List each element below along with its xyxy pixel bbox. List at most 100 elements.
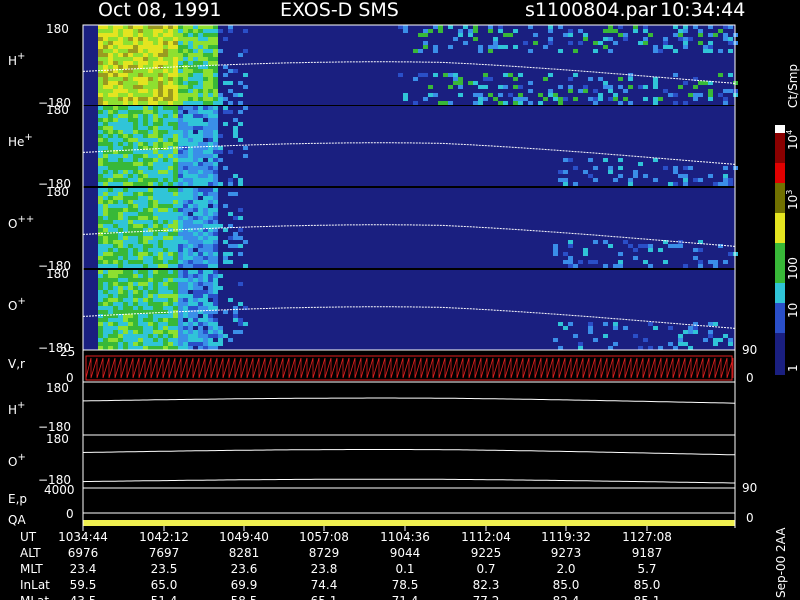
cell: 23.6 — [231, 562, 258, 576]
file: s1100804.par — [525, 0, 657, 21]
spectrogram-cell — [193, 45, 198, 49]
spectrogram-cell — [213, 41, 218, 45]
spectrogram-cell — [598, 41, 603, 45]
spectrogram-cell — [153, 154, 158, 158]
spectrogram-cell — [568, 29, 573, 33]
spectrogram-cell — [128, 224, 133, 228]
spectrogram-cell — [153, 232, 158, 236]
spectrogram-cell — [123, 290, 128, 294]
tick-label: 0 — [66, 507, 74, 521]
spectrogram-cell — [103, 204, 108, 208]
spectrogram-cell — [658, 346, 663, 350]
spectrogram-cell — [163, 264, 168, 268]
spectrogram-cell — [218, 150, 223, 154]
spectrogram-cell — [573, 264, 578, 268]
spectrogram-cell — [543, 45, 548, 49]
spectrogram-cell — [188, 25, 193, 29]
spectrogram-cell — [498, 45, 503, 49]
spectrogram-cell — [118, 314, 123, 318]
spectrogram-cell — [403, 29, 408, 33]
spectrogram-cell — [243, 154, 248, 158]
spectrogram-cell — [128, 212, 133, 216]
spectrogram-cell — [133, 334, 138, 338]
spectrogram-cell — [653, 85, 658, 89]
spectrogram-cell — [138, 342, 143, 346]
spectrogram-cell — [458, 77, 463, 81]
spectrogram-cell — [113, 244, 118, 248]
spectrogram-cell — [203, 310, 208, 314]
spectrogram-cell — [183, 93, 188, 97]
spectrogram-cell — [193, 162, 198, 166]
spectrogram-cell — [188, 298, 193, 302]
spectrogram-cell — [223, 73, 228, 77]
spectrogram-cell — [138, 188, 143, 192]
spectrogram-cell — [183, 114, 188, 118]
spectrogram-cell — [423, 45, 428, 49]
spectrogram-cell — [138, 182, 143, 186]
spectrogram-cell — [103, 29, 108, 33]
spectrogram-cell — [183, 200, 188, 204]
spectrogram-cell — [243, 146, 248, 150]
spectrogram-cell — [128, 122, 133, 126]
spectrogram-cell — [608, 166, 613, 170]
spectrogram-cell — [143, 318, 148, 322]
spectrogram-cell — [213, 25, 218, 29]
spectrogram-cell — [98, 37, 103, 41]
spectrogram-cell — [123, 53, 128, 57]
spectrogram-cell — [138, 318, 143, 322]
spectrogram-cell — [143, 126, 148, 130]
spectrogram-cell — [118, 240, 123, 244]
spectrogram-cell — [143, 118, 148, 122]
spectrogram-cell — [118, 134, 123, 138]
spectrogram-cell — [643, 244, 648, 248]
spectrogram-cell — [193, 158, 198, 162]
spectrogram-cell — [728, 37, 733, 41]
spectrogram-cell — [98, 150, 103, 154]
spectrogram-cell — [238, 252, 243, 256]
spectrogram-cell — [163, 170, 168, 174]
spectrogram-cell — [148, 170, 153, 174]
spectrogram-cell — [213, 220, 218, 224]
spectrogram-cell — [143, 244, 148, 248]
spectrogram-cell — [628, 85, 633, 89]
spectrogram-cell — [223, 106, 228, 110]
spectrogram-cell — [563, 178, 568, 182]
spectrogram-cell — [143, 306, 148, 310]
spectrogram-cell — [193, 334, 198, 338]
spectrogram-cell — [113, 93, 118, 97]
spectrogram-cell — [98, 322, 103, 326]
spectrogram-cell — [108, 53, 113, 57]
spectrogram-cell — [98, 118, 103, 122]
spectrogram-cell — [148, 69, 153, 73]
spectrogram-cell — [108, 264, 113, 268]
spectrogram-cell — [118, 282, 123, 286]
spectrogram-cell — [148, 158, 153, 162]
spectrogram-cell — [203, 69, 208, 73]
spectrogram-cell — [138, 138, 143, 142]
spectrogram-cell — [203, 146, 208, 150]
spectrogram-cell — [478, 49, 483, 53]
spectrogram-cell — [103, 69, 108, 73]
spectrogram-cell — [728, 182, 733, 186]
spectrogram-cell — [218, 224, 223, 228]
spectrogram-cell — [143, 286, 148, 290]
spectrogram-cell — [103, 314, 108, 318]
spectrogram-cell — [173, 240, 178, 244]
spectrogram-cell — [483, 97, 488, 101]
spectrogram-cell — [183, 130, 188, 134]
spectrogram-cell — [138, 302, 143, 306]
spectrogram-cell — [168, 41, 173, 45]
spectrogram-cell — [133, 278, 138, 282]
spectrogram-cell — [148, 138, 153, 142]
spectrogram-cell — [138, 338, 143, 342]
spectrogram-cell — [108, 122, 113, 126]
spectrogram-cell — [108, 61, 113, 65]
spectrogram-cell — [148, 130, 153, 134]
spectrogram-cell — [198, 166, 203, 170]
spectrogram-cell — [158, 338, 163, 342]
spectrogram-cell — [153, 174, 158, 178]
spectrogram-cell — [173, 252, 178, 256]
spectrogram-cell — [198, 81, 203, 85]
spectrogram-cell — [183, 274, 188, 278]
